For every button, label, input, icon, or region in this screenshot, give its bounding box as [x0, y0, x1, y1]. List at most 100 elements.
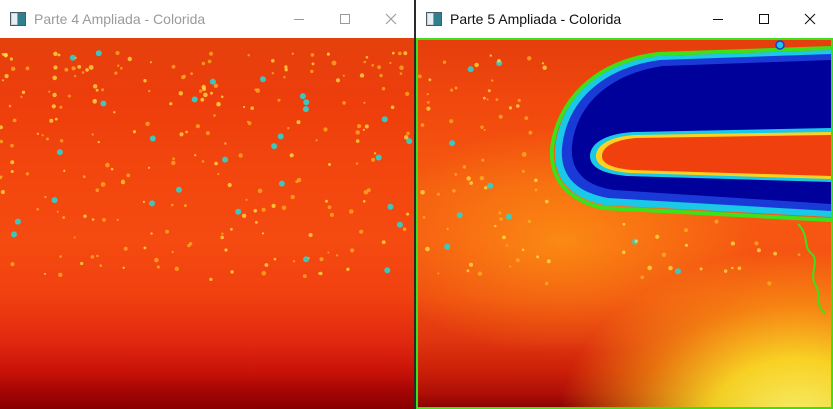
titlebar[interactable]: Parte 4 Ampliada - Colorida	[0, 0, 414, 38]
particle-dot	[96, 254, 99, 258]
particle-dot	[534, 188, 538, 192]
particle-dot	[11, 66, 16, 71]
particle-dot	[114, 71, 118, 75]
particle-dot	[8, 104, 12, 108]
particle-dot	[185, 130, 188, 134]
particle-dot	[292, 260, 296, 263]
particle-dot	[299, 93, 306, 100]
particle-dot	[484, 186, 488, 190]
particle-dot	[271, 72, 274, 75]
particle-dot	[44, 272, 46, 275]
particle-dot	[363, 190, 369, 195]
particle-dot	[145, 121, 150, 127]
particle-dot	[508, 106, 513, 110]
maximize-button[interactable]	[322, 0, 368, 38]
particle-dot	[235, 208, 242, 215]
particle-dot	[271, 143, 278, 150]
titlebar[interactable]: Parte 5 Ampliada - Colorida	[416, 0, 833, 38]
particle-dot	[3, 53, 8, 58]
particle-dot	[426, 93, 429, 96]
particle-dot	[217, 172, 220, 176]
particle-dot	[93, 84, 98, 89]
particle-dot	[290, 194, 295, 200]
particle-dot	[350, 248, 355, 253]
particle-dot	[77, 65, 82, 69]
particle-dot	[52, 92, 57, 98]
particle-dot	[326, 52, 330, 56]
particle-dot	[238, 153, 243, 158]
particle-dot	[489, 54, 492, 57]
minimize-button[interactable]	[276, 0, 322, 38]
particle-dot	[281, 205, 287, 211]
particle-dot	[323, 127, 328, 132]
particle-dot	[67, 94, 71, 98]
particle-dot	[387, 203, 394, 210]
particle-dot	[731, 266, 734, 270]
particle-dot	[11, 231, 17, 238]
particle-dot	[730, 241, 735, 246]
particle-dot	[355, 139, 360, 143]
particle-dot	[88, 65, 94, 70]
particle-dot	[287, 127, 290, 130]
particle-dot	[499, 217, 503, 221]
maximize-button[interactable]	[741, 0, 787, 38]
particle-dot	[62, 216, 66, 219]
particle-dot	[442, 60, 447, 64]
particle-dot	[174, 266, 179, 271]
particle-dot	[371, 64, 375, 67]
particle-dot	[327, 205, 332, 210]
particle-dot	[41, 134, 44, 137]
heatmap-image-parte-5	[416, 38, 833, 409]
particle-dot	[110, 167, 114, 171]
particle-dot	[381, 87, 386, 91]
particle-dot	[303, 99, 310, 106]
particle-dot	[171, 250, 174, 253]
particle-dot	[261, 207, 266, 212]
particle-dot	[497, 59, 501, 63]
particle-dot	[357, 124, 362, 129]
particle-dot	[534, 178, 538, 183]
particle-dot	[428, 78, 432, 82]
particle-dot	[327, 251, 330, 254]
particle-dot	[91, 133, 94, 136]
particle-dot	[264, 263, 269, 267]
particle-dot	[363, 101, 366, 104]
particle-dot	[509, 265, 512, 268]
particle-dot	[436, 192, 440, 196]
particle-dot	[209, 277, 213, 281]
particle-dot	[64, 67, 69, 72]
close-button[interactable]	[368, 0, 414, 38]
particle-dot	[491, 79, 494, 82]
particle-dot	[346, 267, 350, 271]
particle-dot	[200, 97, 205, 102]
particle-dot	[481, 158, 485, 162]
particle-dot	[10, 143, 14, 148]
minimize-button[interactable]	[695, 0, 741, 38]
particle-dot	[454, 173, 458, 176]
particle-dot	[634, 239, 638, 243]
particle-dot	[178, 91, 183, 96]
particle-dot	[362, 128, 365, 131]
particle-dot	[49, 118, 54, 123]
close-button[interactable]	[787, 0, 833, 38]
particle-dot	[25, 172, 29, 176]
particle-dot	[406, 131, 410, 136]
bubble-contour	[549, 40, 831, 315]
particle-dot	[437, 272, 440, 275]
maximize-icon	[759, 14, 769, 24]
particle-dot	[148, 89, 151, 93]
particle-dot	[467, 66, 474, 73]
particle-dot	[172, 157, 176, 161]
particle-dot	[426, 106, 431, 111]
particle-dot	[44, 195, 47, 199]
particle-dot	[195, 124, 200, 129]
particle-dot	[224, 248, 228, 252]
particle-dot	[190, 72, 194, 75]
particle-dot	[100, 100, 107, 107]
particle-dot	[194, 154, 197, 157]
particle-dot	[364, 124, 369, 129]
particle-dot	[90, 255, 95, 259]
particle-dot	[143, 79, 147, 83]
particle-dot	[505, 213, 512, 220]
window-title: Parte 5 Ampliada - Colorida	[450, 11, 622, 27]
